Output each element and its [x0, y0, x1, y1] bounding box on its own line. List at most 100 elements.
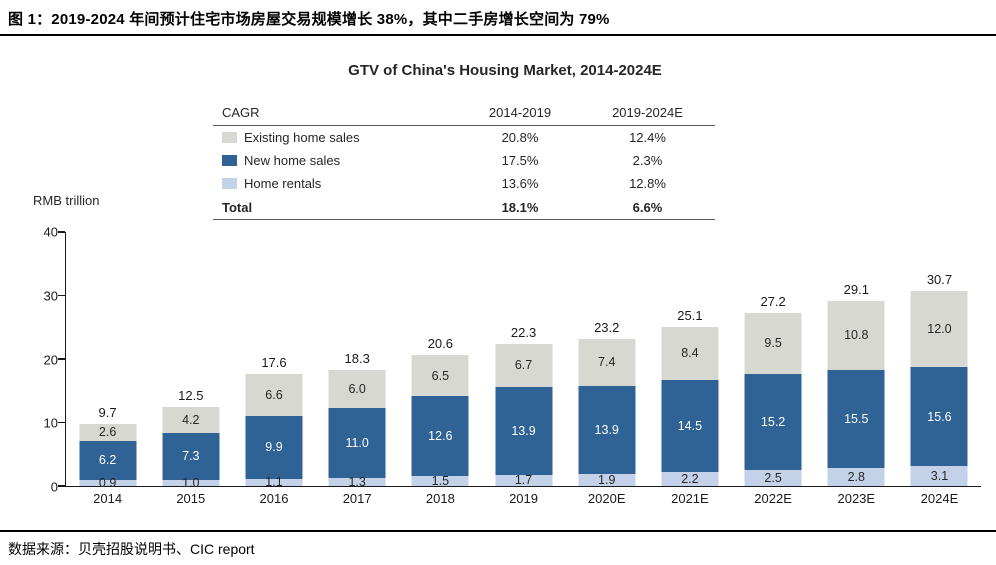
x-axis-label: 2019: [509, 491, 538, 506]
x-axis-label: 2022E: [754, 491, 792, 506]
bar-column-2018: 20.6 6.5 12.6 1.5 2018: [399, 232, 482, 506]
y-tick-label: 0: [50, 479, 58, 495]
y-tick-label: 10: [43, 415, 58, 431]
y-axis-unit-label: RMB trillion: [33, 193, 100, 208]
x-axis-label: 2015: [176, 491, 206, 506]
stacked-bar: 6.6 9.9 1.1: [245, 374, 303, 488]
bar-column-2024E: 30.7 12.0 15.6 3.1 2024E: [898, 232, 981, 506]
segment-home-rentals: 1.5: [411, 475, 469, 487]
segment-value-label: 1.7: [514, 473, 533, 488]
x-axis-label: 2018: [425, 491, 455, 506]
segment-existing-home-sales: 7.4: [578, 338, 636, 386]
legend-row-new-home-sales: New home sales 17.5% 2.3%: [213, 149, 715, 172]
segment-existing-home-sales: 12.0: [910, 291, 968, 368]
plot-area: 9.7 2.6 6.2 0.9 2014 12.5 4.2 7.3 1.0 2015 17.6 6.6…: [58, 231, 981, 506]
rentals-cagr-2014-2019: 13.6%: [501, 176, 539, 191]
segment-value-label: 1.0: [182, 475, 200, 490]
stacked-bar: 9.5 15.2 2.5: [744, 313, 802, 486]
segment-new-home-sales: 13.9: [578, 385, 636, 474]
bar-column-2014: 9.7 2.6 6.2 0.9 2014: [66, 232, 149, 506]
bar-column-2020E: 23.2 7.4 13.9 1.9 2020E: [565, 232, 648, 506]
stacked-bar: 6.0 11.0 1.3: [328, 369, 386, 488]
segment-new-home-sales: 9.9: [245, 416, 303, 480]
segment-existing-home-sales: 9.5: [744, 313, 802, 374]
y-tick-mark: [58, 421, 65, 424]
segment-existing-home-sales: 6.7: [495, 344, 553, 387]
segment-new-home-sales: 7.3: [162, 433, 220, 480]
segment-existing-home-sales: 6.5: [411, 355, 469, 397]
segment-home-rentals: 0.9: [79, 477, 137, 489]
segment-value-label: 2.5: [764, 470, 782, 485]
rentals-cagr-2019-2024: 12.8%: [629, 176, 666, 191]
segment-new-home-sales: 12.6: [411, 396, 469, 477]
legend-header-cagr: CAGR: [222, 105, 260, 120]
cagr-legend-table: CAGR 2014-2019 2019-2024E Existing home …: [213, 100, 715, 220]
segment-value-label: 2.2: [681, 471, 699, 486]
segment-value-label: 2.8: [847, 469, 865, 484]
segment-home-rentals: 1.1: [245, 476, 303, 488]
y-tick-mark: [58, 358, 65, 360]
segment-home-rentals: 1.7: [495, 473, 553, 488]
segment-value-label: 14.5: [677, 418, 703, 433]
x-axis-label: 2016: [259, 491, 289, 506]
segment-new-home-sales: 6.2: [79, 440, 137, 481]
x-axis-label: 2017: [342, 491, 372, 506]
legend-label-cell: Existing home sales: [213, 130, 460, 145]
legend-label-existing: Existing home sales: [244, 130, 360, 145]
total-cagr-2019-2024: 6.6%: [632, 199, 663, 215]
segment-value-label: 13.9: [594, 422, 619, 437]
segment-value-label: 8.4: [681, 346, 699, 361]
segment-existing-home-sales: 4.2: [162, 406, 220, 434]
segment-value-label: 7.3: [182, 449, 200, 464]
stacked-bar: 2.6 6.2 0.9: [79, 424, 137, 489]
bar-total-label: 9.7: [98, 405, 117, 421]
figure-caption: 图 1：2019-2024 年间预计住宅市场房屋交易规模增长 38%，其中二手房…: [8, 11, 610, 28]
segment-home-rentals: 1.3: [328, 476, 386, 488]
legend-row-home-rentals: Home rentals 13.6% 12.8%: [213, 172, 715, 195]
y-tick-mark: [58, 294, 65, 297]
y-tick-mark: [58, 231, 65, 233]
bar-column-2022E: 27.2 9.5 15.2 2.5 2022E: [732, 232, 815, 506]
segment-home-rentals: 2.5: [744, 470, 802, 486]
bar-column-2017: 18.3 6.0 11.0 1.3 2017: [316, 232, 399, 506]
segment-new-home-sales: 11.0: [328, 407, 386, 478]
segment-home-rentals: 3.1: [910, 466, 968, 486]
bar-total-label: 23.2: [594, 319, 620, 335]
segment-existing-home-sales: 6.0: [328, 369, 386, 408]
stacked-bar: 6.5 12.6 1.5: [411, 355, 469, 487]
segment-value-label: 15.6: [927, 409, 952, 424]
segment-value-label: 9.9: [265, 440, 283, 455]
segment-value-label: 15.2: [760, 414, 786, 429]
bar-total-label: 29.1: [843, 282, 869, 298]
segment-home-rentals: 2.8: [827, 468, 885, 486]
segment-value-label: 1.9: [598, 472, 616, 487]
segment-value-label: 6.0: [348, 381, 366, 396]
segment-value-label: 0.9: [98, 475, 117, 490]
segment-new-home-sales: 15.2: [744, 373, 802, 471]
stacked-bar: 10.8 15.5 2.8: [827, 301, 885, 486]
existing-home-sales-swatch: [222, 132, 237, 143]
y-tick-label: 40: [43, 224, 58, 240]
segment-value-label: 9.5: [764, 336, 782, 351]
legend-header-2014-2019: 2014-2019: [488, 105, 552, 120]
segment-value-label: 12.6: [428, 429, 453, 444]
segment-existing-home-sales: 10.8: [827, 301, 885, 370]
stacked-bar: 4.2 7.3 1.0: [162, 406, 220, 489]
legend-row-total: Total 18.1% 6.6%: [213, 195, 715, 220]
bar-total-label: 12.5: [178, 387, 204, 403]
legend-label-cell: New home sales: [213, 153, 460, 168]
segment-value-label: 10.8: [844, 328, 869, 343]
legend-label-total: Total: [222, 199, 253, 215]
footer-divider: [0, 530, 996, 532]
bars-container: 9.7 2.6 6.2 0.9 2014 12.5 4.2 7.3 1.0 2015 17.6 6.6…: [66, 232, 981, 506]
segment-value-label: 15.5: [844, 411, 869, 426]
legend-header-2019-2024: 2019-2024E: [612, 105, 683, 120]
new-cagr-2014-2019: 17.5%: [501, 153, 539, 168]
segment-home-rentals: 1.9: [578, 472, 636, 487]
segment-existing-home-sales: 8.4: [661, 326, 719, 380]
segment-value-label: 3.1: [930, 468, 949, 483]
bar-total-label: 17.6: [261, 355, 287, 371]
bar-total-label: 22.3: [510, 325, 537, 341]
bar-column-2023E: 29.1 10.8 15.5 2.8 2023E: [815, 232, 898, 506]
source-note: 数据来源：贝壳招股说明书、CIC report: [8, 541, 255, 557]
